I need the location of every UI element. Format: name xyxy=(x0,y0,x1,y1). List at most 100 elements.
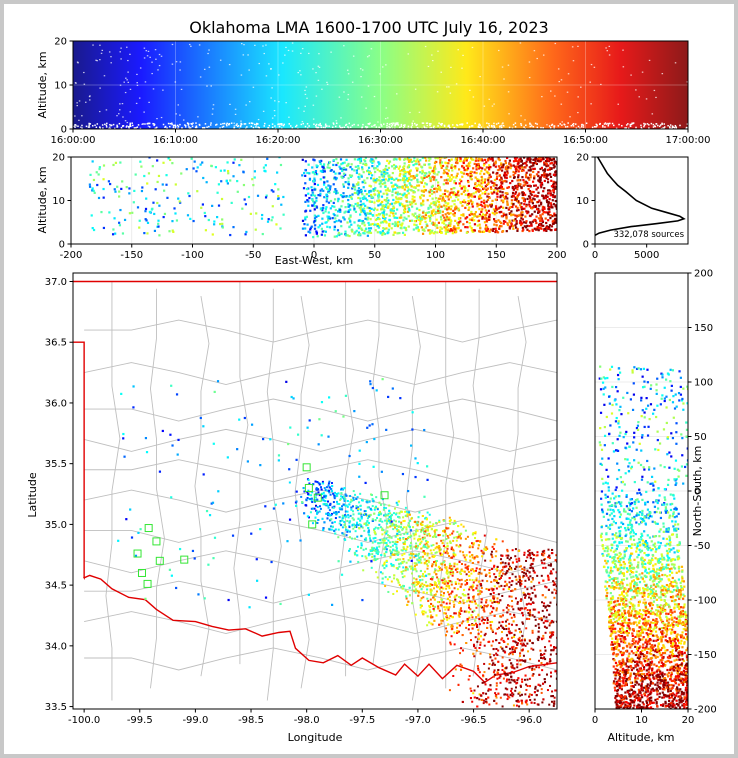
source-point xyxy=(398,220,401,224)
low-gap xyxy=(549,127,552,129)
source-point xyxy=(562,586,564,588)
source-point xyxy=(391,222,394,226)
source-point xyxy=(332,170,336,173)
source-point xyxy=(323,230,326,233)
source-point xyxy=(431,175,434,179)
source-point xyxy=(366,234,369,237)
source-point xyxy=(324,207,327,211)
source-point xyxy=(508,659,511,662)
source-point xyxy=(587,616,589,618)
sparse-gap xyxy=(651,113,654,115)
source-point xyxy=(437,171,440,174)
sparse-gap xyxy=(450,66,452,68)
sparse-gap xyxy=(210,85,212,87)
source-point xyxy=(173,207,176,210)
source-point xyxy=(372,189,375,193)
source-point xyxy=(321,217,324,220)
source-point xyxy=(421,170,424,174)
source-point xyxy=(464,206,467,210)
source-point xyxy=(509,163,512,166)
source-point xyxy=(544,160,548,163)
sparse-gap xyxy=(630,74,632,76)
source-point xyxy=(433,161,437,165)
source-point xyxy=(424,529,427,532)
source-point xyxy=(555,585,557,588)
source-point xyxy=(462,223,465,226)
low-gap xyxy=(572,122,575,125)
source-point xyxy=(487,172,490,175)
sparse-gap xyxy=(297,71,299,74)
sparse-gap xyxy=(83,83,86,85)
source-point xyxy=(227,172,230,175)
source-point xyxy=(457,217,461,220)
source-point xyxy=(494,161,497,164)
source-point xyxy=(522,642,525,645)
sparse-gap xyxy=(317,79,320,81)
source-count-annotation: 332,078 sources xyxy=(613,230,684,240)
source-point xyxy=(421,536,424,539)
sparse-gap xyxy=(351,81,354,83)
source-point xyxy=(573,579,575,581)
low-gap xyxy=(566,125,569,128)
low-gap xyxy=(652,126,655,128)
source-point xyxy=(388,160,392,163)
source-point xyxy=(476,224,479,227)
sparse-gap xyxy=(550,90,552,92)
sparse-gap xyxy=(96,60,98,62)
sparse-gap xyxy=(304,93,307,95)
low-gap xyxy=(225,123,228,126)
source-point xyxy=(376,222,379,226)
source-point xyxy=(508,678,511,681)
source-point xyxy=(313,214,316,217)
source-point xyxy=(428,194,431,197)
source-point xyxy=(88,185,92,188)
source-point xyxy=(476,202,479,205)
source-point xyxy=(480,601,483,604)
source-point xyxy=(429,179,432,183)
source-point xyxy=(381,207,384,210)
source-point xyxy=(384,519,387,522)
source-point xyxy=(476,623,479,626)
source-point xyxy=(531,614,534,617)
chart-title: Oklahoma LMA 1600-1700 UTC July 16, 2023 xyxy=(189,18,548,37)
source-point xyxy=(488,173,491,176)
sparse-gap xyxy=(92,44,94,46)
source-point xyxy=(339,208,342,212)
source-point xyxy=(500,176,503,179)
source-point xyxy=(472,167,475,170)
low-gap xyxy=(402,127,405,129)
source-point xyxy=(419,195,422,198)
low-gap xyxy=(407,125,410,128)
low-gap xyxy=(210,122,212,124)
source-point xyxy=(339,158,343,161)
low-gap xyxy=(659,124,662,126)
county-boundary xyxy=(84,611,557,635)
source-point xyxy=(382,178,385,181)
source-point xyxy=(327,190,330,193)
plan-view-map-panel: -100.0 -99.5 -99.0 -98.5 -98.0 -97.5 -97.0 -96.… xyxy=(26,272,589,744)
source-point xyxy=(440,218,443,221)
source-point xyxy=(458,159,461,163)
source-point xyxy=(413,577,416,580)
source-point xyxy=(439,159,442,162)
source-point xyxy=(428,171,431,174)
source-point xyxy=(480,185,483,188)
source-point xyxy=(560,655,562,657)
source-point xyxy=(402,167,406,171)
source-point xyxy=(500,166,503,169)
source-point xyxy=(421,172,424,175)
low-gap xyxy=(162,123,165,126)
source-point xyxy=(546,200,549,204)
source-point xyxy=(508,595,511,598)
source-point xyxy=(546,604,549,607)
low-gap xyxy=(255,126,257,128)
source-point xyxy=(381,174,384,178)
source-point xyxy=(547,548,550,551)
source-point xyxy=(546,226,549,229)
source-point xyxy=(515,199,519,203)
low-gap xyxy=(133,127,136,129)
source-point xyxy=(532,164,535,167)
low-gap xyxy=(493,125,495,128)
low-gap xyxy=(432,127,435,129)
source-point xyxy=(485,219,488,222)
